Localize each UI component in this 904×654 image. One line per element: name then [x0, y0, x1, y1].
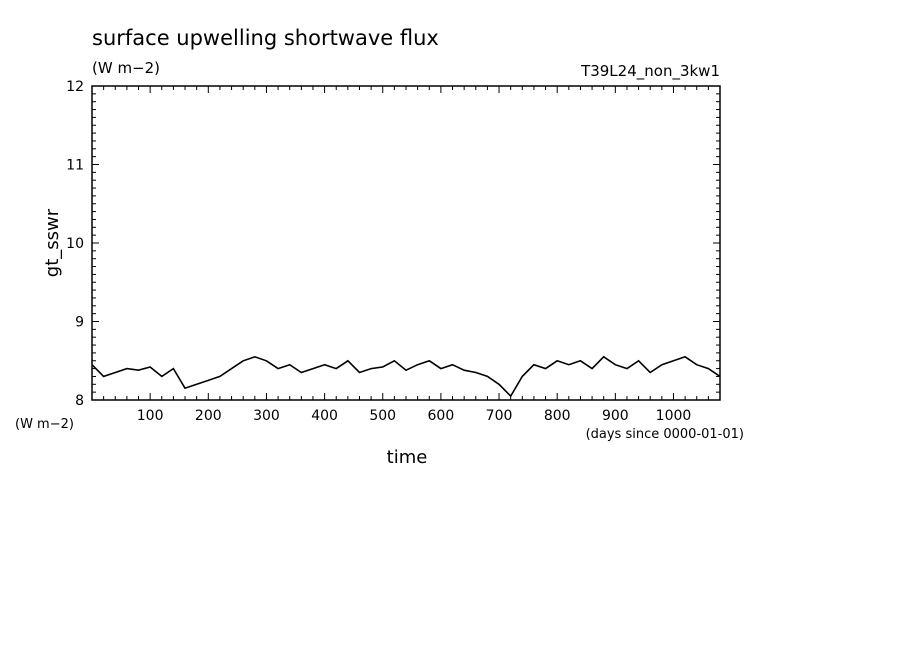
title-units: (W m−2) [92, 59, 160, 77]
x-tick-label: 900 [602, 408, 629, 424]
x-tick-label: 1000 [656, 408, 692, 424]
plot-frame [91, 85, 721, 401]
x-tick-label: 500 [369, 408, 396, 424]
y-tick-label: 9 [75, 315, 84, 331]
y-axis-units: (W m−2) [15, 417, 74, 432]
x-tick-label: 200 [195, 408, 222, 424]
run-label: T39L24_non_3kw1 [580, 62, 720, 81]
x-tick-labels: 100 200 300 400 500 600 700 800 900 1000 [137, 408, 692, 424]
x-axis-label: time [387, 447, 428, 468]
x-tick-label: 100 [137, 408, 164, 424]
y-tick-labels: 8 9 10 11 12 [66, 79, 84, 409]
y-tick-label: 12 [66, 79, 84, 95]
series-line [91, 355, 721, 398]
x-tick-label: 800 [544, 408, 571, 424]
axis-ticks [92, 86, 720, 400]
y-tick-label: 11 [66, 158, 84, 174]
y-tick-label: 8 [75, 393, 84, 409]
y-axis-label: gt_sswr [42, 208, 63, 277]
x-tick-label: 400 [311, 408, 338, 424]
x-axis-units: (days since 0000-01-01) [586, 427, 744, 442]
x-tick-label: 300 [253, 408, 280, 424]
x-tick-label: 600 [428, 408, 455, 424]
y-tick-label: 10 [66, 236, 84, 252]
chart-title: surface upwelling shortwave flux [92, 26, 439, 50]
x-tick-label: 700 [486, 408, 513, 424]
